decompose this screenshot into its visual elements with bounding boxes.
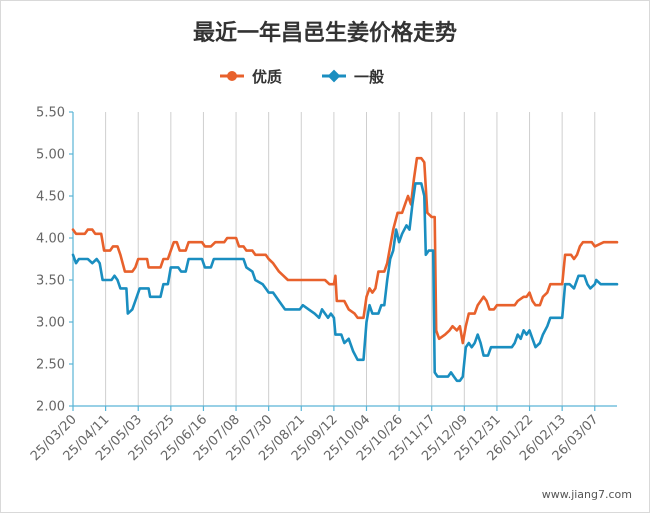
y-tick-label: 3.00 xyxy=(36,316,65,331)
axes: 25/03/2025/04/1125/05/0325/05/2525/06/16… xyxy=(28,106,617,464)
legend[interactable]: 优质 一般 xyxy=(220,68,384,86)
y-tick-label: 3.50 xyxy=(36,274,65,289)
chart-title: 最近一年昌邑生姜价格走势 xyxy=(193,20,457,46)
series-line-premium[interactable] xyxy=(71,156,619,345)
y-tick-label: 5.50 xyxy=(36,106,65,121)
watermark: www.jiang7.com xyxy=(542,488,632,501)
y-tick-label: 4.50 xyxy=(36,190,65,205)
y-tick-label: 2.00 xyxy=(36,400,65,415)
y-tick-label: 4.00 xyxy=(36,232,65,247)
legend-marker-icon xyxy=(227,71,237,81)
legend-label: 一般 xyxy=(354,68,384,86)
y-tick-label: 2.50 xyxy=(36,358,65,373)
y-tick-label: 5.00 xyxy=(36,148,65,163)
legend-item[interactable]: 优质 xyxy=(220,68,282,86)
grid-lines xyxy=(72,112,596,406)
legend-marker-icon xyxy=(327,69,341,83)
legend-label: 优质 xyxy=(252,68,282,86)
legend-item[interactable]: 一般 xyxy=(322,68,384,86)
series-lines[interactable] xyxy=(71,156,619,383)
series-line-regular[interactable] xyxy=(71,182,619,383)
